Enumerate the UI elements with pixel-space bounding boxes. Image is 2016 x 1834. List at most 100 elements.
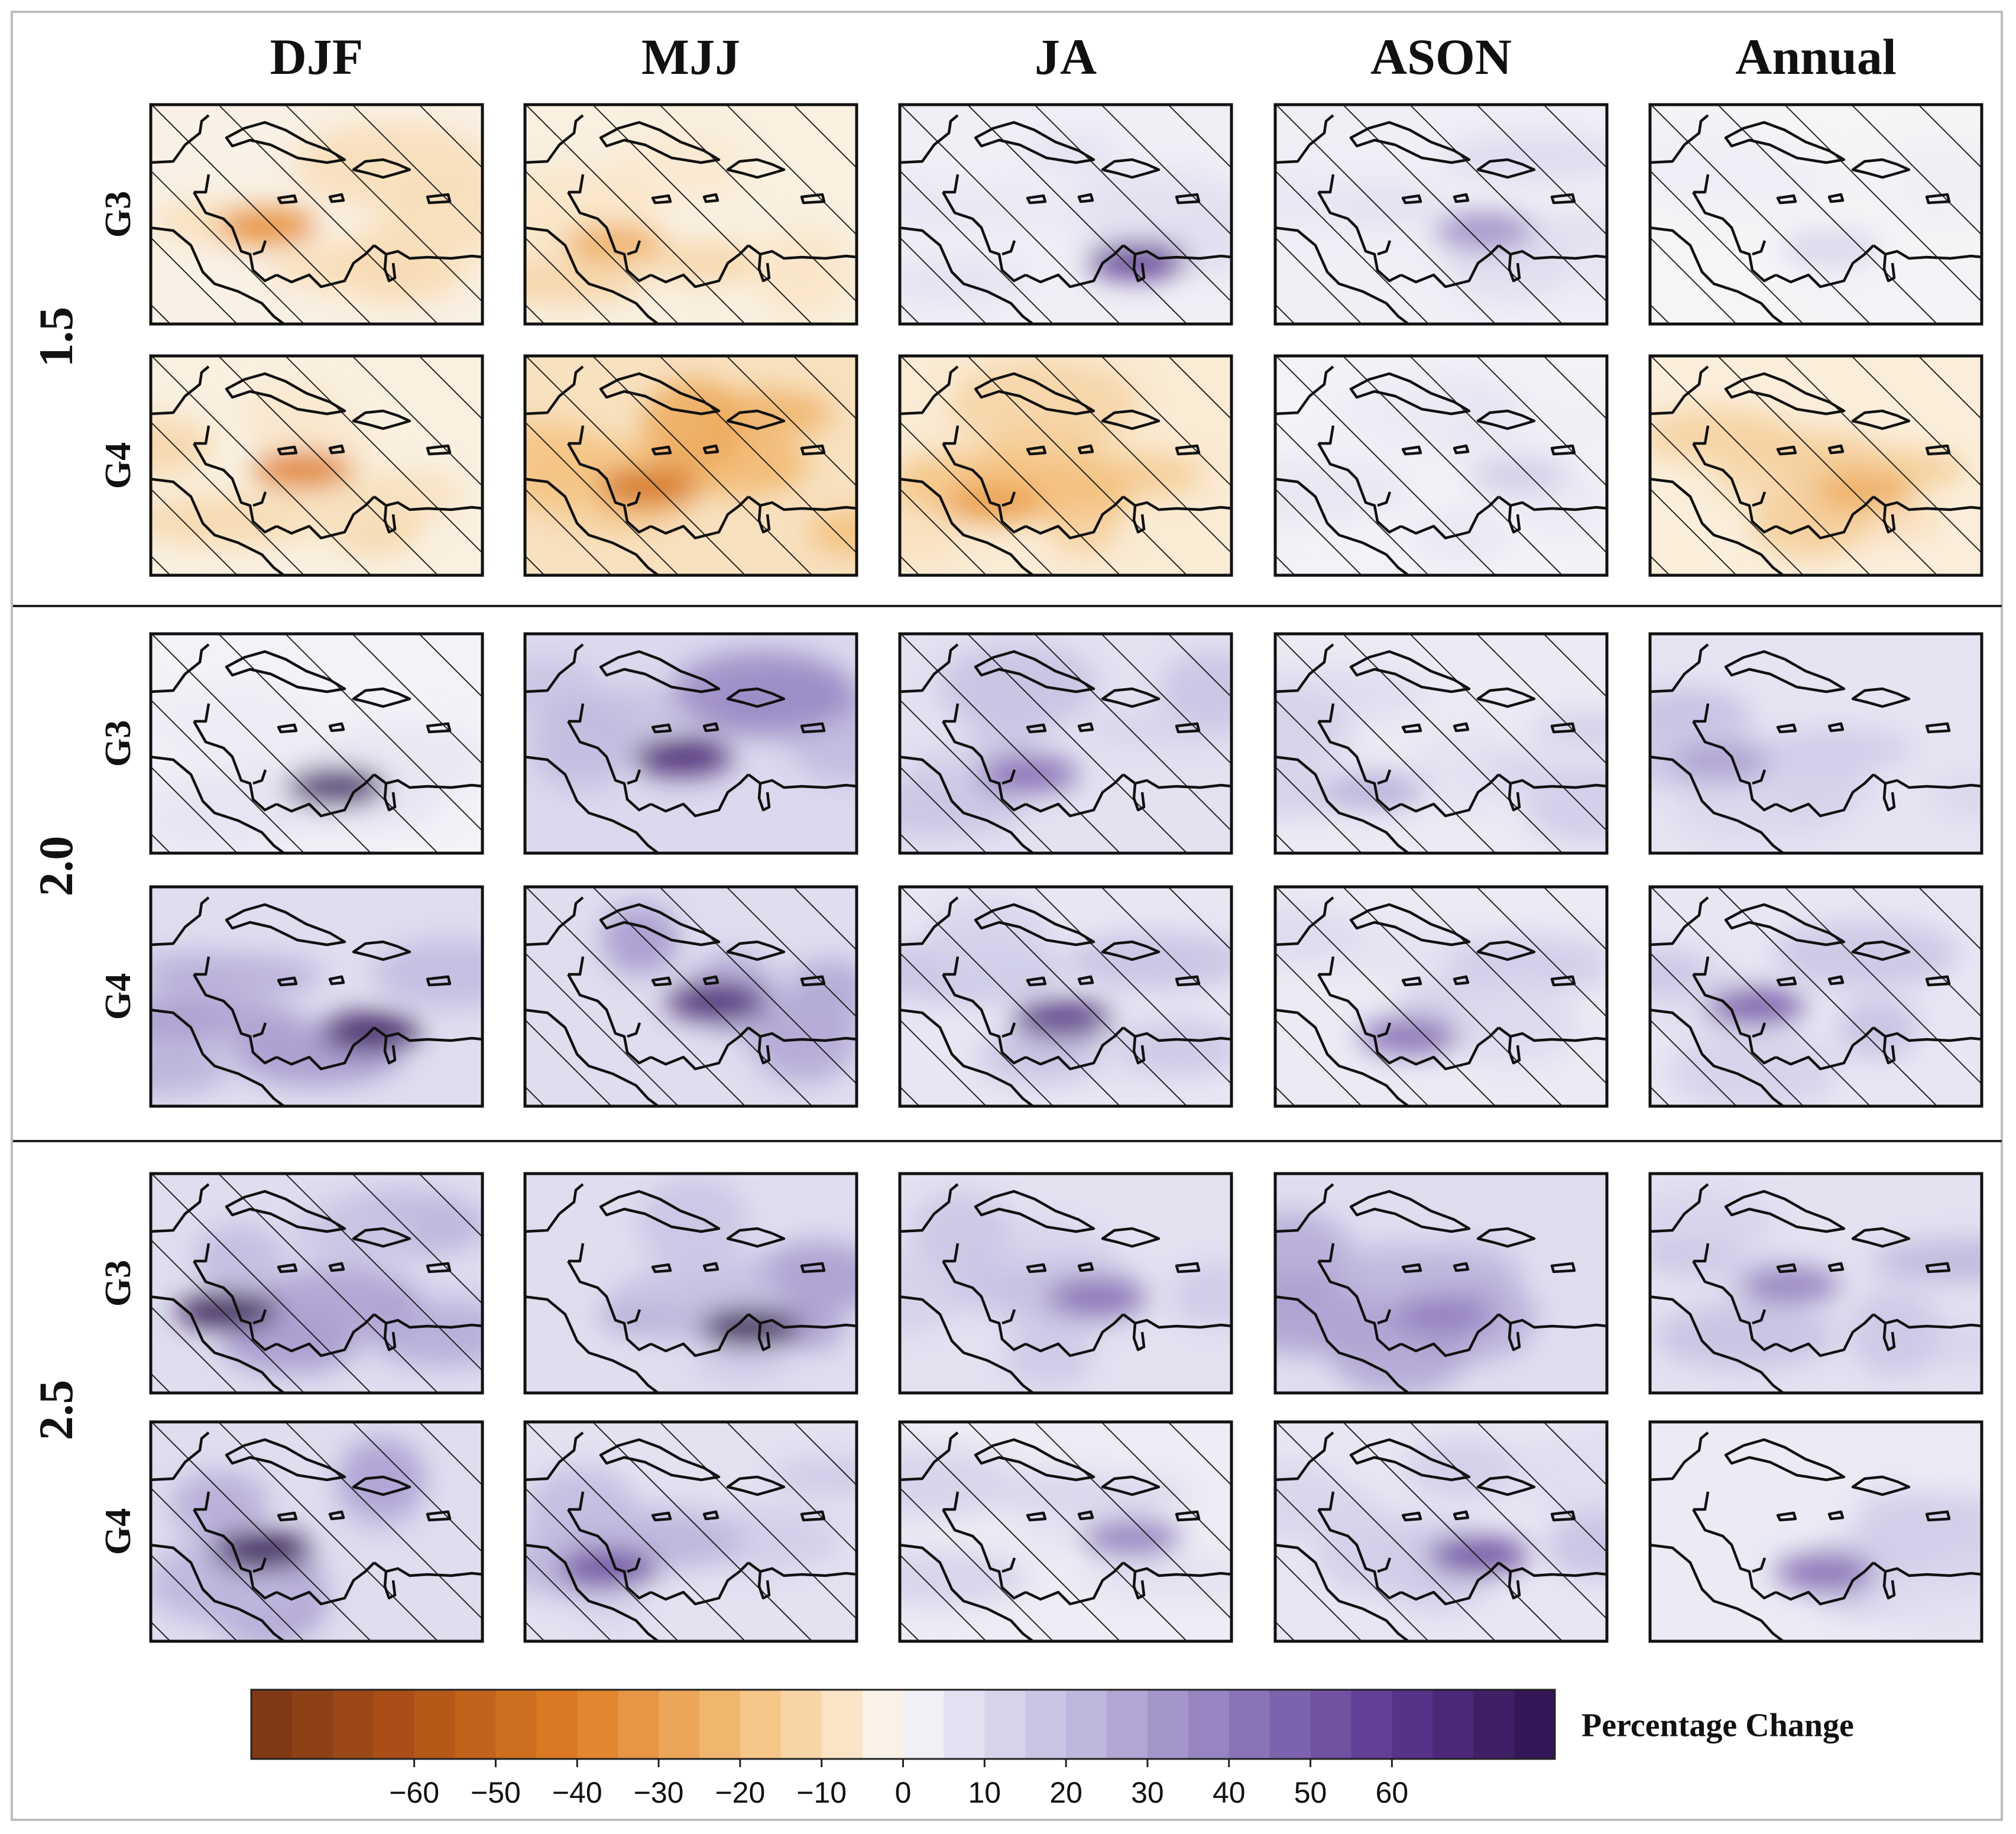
coastline [524,1183,858,1394]
colorbar-tick-label: −50 [471,1776,521,1809]
coastline [1274,896,1608,1107]
map-panels [149,103,1983,1643]
colorbar-bin [1107,1690,1148,1759]
colorbar-bin [984,1690,1026,1759]
anomaly-field [1649,689,1983,843]
scenario-label: G3 [98,720,138,767]
map-panel-2-5-g4-ja [898,1420,1233,1643]
colorbar-tick-label: 20 [1049,1776,1082,1809]
significance-hatching [1274,886,1608,1107]
anomaly-extreme [1671,742,1772,780]
anomaly-blob [150,1040,232,1097]
panel-border [898,1420,1233,1643]
coastline [1274,643,1608,854]
coastline [524,365,858,576]
anomaly-blob [1871,1571,1983,1641]
map-panel-2-5-g4-djf [149,1420,484,1643]
map-panel-2-5-g3-mjj [523,1172,858,1395]
colorbar: −60 −50 −40 −30 −20 −10 0 10 20 30 40 50 60 Percentag… [250,1689,1854,1809]
map-panel-2-0-g4-mjj [523,885,858,1108]
map-panel-2-0-g3-mjj [523,632,858,855]
colorbar-bin [495,1690,537,1759]
panel-border [1648,885,1983,1108]
colorbar-tick-label: −40 [552,1776,602,1809]
significance-hatching [150,103,484,325]
map-panel-1-5-g3-ja [898,103,1233,326]
anomaly-blob [1860,1506,1983,1557]
colorbar-bin [332,1690,374,1759]
map-panel-1-5-g4-annual [1648,354,1983,577]
significance-hatching [1274,1421,1608,1642]
anomaly-extreme [1774,1553,1875,1592]
map-panel-1-5-g4-ja [898,354,1233,577]
coastline [1274,114,1608,325]
significance-hatching [899,633,1233,854]
colorbar-bin [1310,1690,1352,1759]
coastline [1274,1431,1608,1642]
coastline [524,896,858,1107]
anomaly-blob [1329,1244,1466,1308]
map-panel-2-5-g3-annual [1648,1172,1983,1395]
colorbar-tick-label: 30 [1131,1776,1164,1809]
colorbar-tick-label: −30 [634,1776,684,1809]
anomaly-blob [670,650,855,737]
panel-border [523,354,858,577]
coastline [524,643,858,854]
scenario-label: G3 [98,191,138,238]
anomaly-extreme [1046,1279,1148,1317]
anomaly-blob [1003,1325,1094,1388]
anomaly-field [1774,1480,1983,1641]
coastline [1649,643,1983,854]
panel-border [523,1420,858,1643]
warming-level-label: 2.0 [29,836,83,897]
anomaly-blob [910,1190,1012,1272]
colorbar-bin [944,1690,985,1759]
colorbar-bin [1392,1690,1433,1759]
anomaly-field [899,1190,1233,1388]
panel-border [1273,1420,1609,1643]
coastline [899,643,1233,854]
anomaly-blob [150,954,323,997]
map-panel-2-5-g4-ason [1273,1420,1609,1643]
column-header-ja: JA [1035,28,1097,85]
anomaly-extreme [1739,1266,1840,1304]
scenario-label: G4 [98,1508,138,1555]
scenario-label: G4 [98,442,138,489]
panel-border [898,632,1233,855]
significance-hatching [1274,103,1608,325]
colorbar-tick-label: 0 [895,1776,912,1809]
significance-hatching [150,633,484,854]
panel-border [149,632,484,855]
significance-hatching [899,103,1233,325]
anomaly-blob [899,1253,965,1335]
map-panel-2-0-g3-annual [1648,632,1983,855]
column-header-djf: DJF [270,28,364,85]
scenario-label: G4 [98,973,138,1020]
significance-hatching [150,355,484,576]
map-panel-1-5-g3-ason [1273,103,1609,326]
colorbar-bin [577,1690,618,1759]
colorbar-bin [291,1690,333,1759]
anomaly-blob [1649,1191,1776,1255]
map-panel-2-0-g3-ason [1273,632,1609,855]
significance-hatching [524,103,858,325]
warming-level-label: 1.5 [29,307,83,368]
figure-frame [11,11,2003,1821]
panel-border [1273,632,1609,855]
significance-hatching [899,355,1233,576]
panel-border [898,1172,1233,1395]
colorbar-bin [1269,1690,1311,1759]
warming-level-label: 2.5 [29,1380,83,1441]
map-panel-1-5-g4-ason [1273,354,1609,577]
anomaly-blob [1929,1543,1983,1589]
coastline [150,114,484,325]
anomaly-blob [1933,774,1983,819]
colorbar-bin [1432,1690,1474,1759]
colorbar-bin [536,1690,578,1759]
anomaly-field [1274,1211,1538,1394]
anomaly-blob [1654,1304,1837,1369]
coastline [1649,114,1983,325]
anomaly-extreme [1393,1296,1495,1334]
column-headers: DJF MJJ JA ASON Annual [270,28,1897,85]
